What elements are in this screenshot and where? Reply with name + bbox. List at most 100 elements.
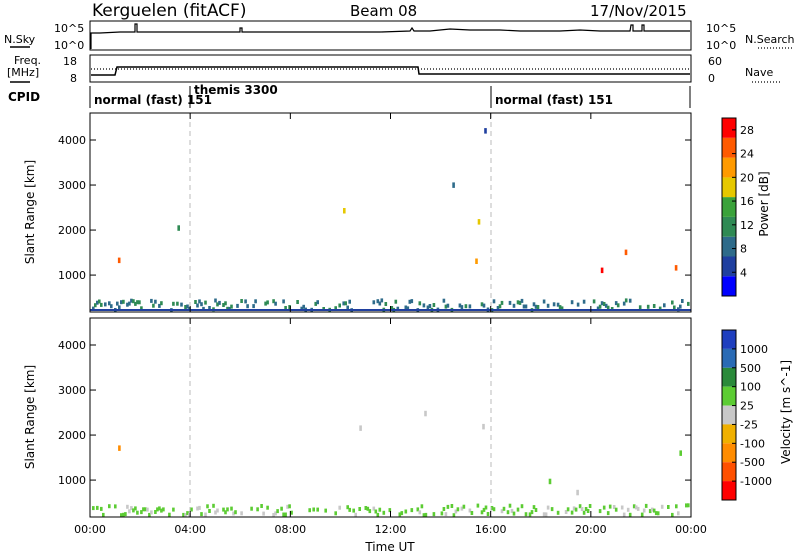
echo-cell: [440, 511, 444, 516]
echo-cell: [598, 304, 602, 309]
echo-cell: [114, 504, 117, 509]
echo-cell: [420, 504, 424, 509]
echo-cell: [266, 505, 269, 510]
echo-cell: [136, 510, 139, 515]
colorbar-swatch: [722, 137, 736, 158]
echo-cell: [548, 478, 552, 485]
echo-cell: [532, 302, 536, 307]
x-tick-label: 12:00: [375, 523, 407, 536]
echo-cell: [582, 299, 586, 304]
echo-cell: [524, 512, 528, 517]
echo-cell: [520, 504, 524, 509]
echo-cell: [158, 506, 161, 511]
echo-cell: [634, 505, 638, 510]
echo-cell: [190, 507, 193, 512]
echo-cell: [216, 508, 219, 513]
echo-cell: [98, 299, 101, 304]
colorbar-tick-label: 24: [740, 148, 754, 161]
cpid-label: CPID: [8, 90, 40, 104]
colorbar-swatch: [722, 462, 736, 482]
echo-cell: [602, 505, 606, 510]
colorbar-frame: [721, 329, 737, 501]
echo-cell: [400, 511, 404, 516]
echo-cell: [118, 305, 121, 310]
echo-cell: [120, 300, 123, 305]
power-y-axis: 1000 2000 3000 4000: [58, 134, 691, 282]
echo-cell: [120, 513, 123, 518]
echo-cell: [126, 504, 129, 509]
echo-cell: [198, 299, 201, 304]
echo-cell: [136, 300, 139, 305]
velocity-y-label: Slant Range [km]: [23, 365, 37, 469]
echo-cell: [354, 512, 357, 517]
echo-cell: [624, 249, 628, 256]
echo-cell: [648, 509, 652, 514]
echo-cell: [675, 504, 678, 509]
colorbar-swatch: [722, 236, 736, 257]
echo-cell: [376, 512, 380, 517]
echo-cell: [681, 299, 684, 303]
echo-cell: [512, 303, 516, 308]
echo-cell: [667, 505, 670, 509]
echo-cell: [642, 508, 646, 513]
echo-cell: [117, 257, 121, 264]
echo-cell: [324, 508, 327, 513]
x-tick-label: 20:00: [575, 523, 607, 536]
echo-cell: [122, 299, 125, 304]
echo-cell: [516, 507, 520, 512]
colorbar-swatch: [722, 367, 736, 387]
colorbar-frame: [721, 117, 737, 297]
echo-cell: [416, 507, 420, 512]
echo-cell: [460, 506, 464, 511]
colorbar-tick-label: -1000: [740, 475, 772, 488]
echo-cell: [286, 504, 289, 509]
echo-cell: [368, 509, 372, 514]
echo-cell: [458, 303, 462, 308]
noise-left-label: N.Sky: [4, 33, 36, 46]
echo-cell: [450, 504, 454, 508]
noise-sky-trace: [90, 23, 690, 49]
echo-cell: [359, 425, 362, 431]
y-tick-label: 3000: [58, 179, 86, 192]
echo-cell: [92, 506, 95, 511]
echo-cell: [532, 505, 536, 510]
echo-cell: [372, 506, 376, 511]
echo-cell: [228, 306, 231, 311]
echo-cell: [118, 445, 121, 451]
echo-cell: [582, 510, 586, 515]
echo-cell: [512, 511, 516, 516]
velocity-colorbar: 1000 500 100 25 -25 -100 -500 -1000: [721, 329, 772, 501]
echo-cell: [612, 505, 616, 509]
echo-cell: [254, 299, 257, 304]
echo-cell: [146, 507, 149, 512]
echo-cell: [616, 303, 620, 308]
echo-cell: [140, 510, 143, 515]
freq-label-2: [MHz]: [7, 66, 39, 79]
echo-cell: [580, 507, 584, 511]
echo-cell: [622, 512, 626, 517]
colorbar-tick-label: 1000: [740, 343, 768, 356]
colorbar-tick-label: 12: [740, 219, 754, 232]
echo-cell: [396, 306, 400, 311]
colorbar-swatch: [722, 386, 736, 406]
echo-cell: [556, 302, 560, 307]
echo-cell: [154, 510, 157, 514]
echo-cell: [232, 511, 235, 516]
echo-cell: [576, 302, 580, 307]
y-tick-label: 2000: [58, 224, 86, 237]
colorbar-tick-label: -25: [740, 418, 758, 431]
echo-cell: [226, 306, 229, 311]
noise-right-tick-bottom: 10^0: [706, 39, 736, 52]
echo-cell: [500, 300, 504, 305]
freq-tick-top: 18: [63, 55, 77, 68]
echo-cell: [572, 506, 576, 511]
echo-cell: [290, 510, 293, 515]
echo-cell: [592, 299, 596, 304]
echo-cell: [272, 299, 275, 304]
echo-cell: [343, 208, 346, 214]
echo-cell: [186, 304, 189, 309]
colorbar-tick-label: 500: [740, 362, 761, 375]
echo-cell: [552, 302, 556, 307]
colorbar-swatch: [722, 216, 736, 237]
echo-cell: [482, 303, 486, 308]
